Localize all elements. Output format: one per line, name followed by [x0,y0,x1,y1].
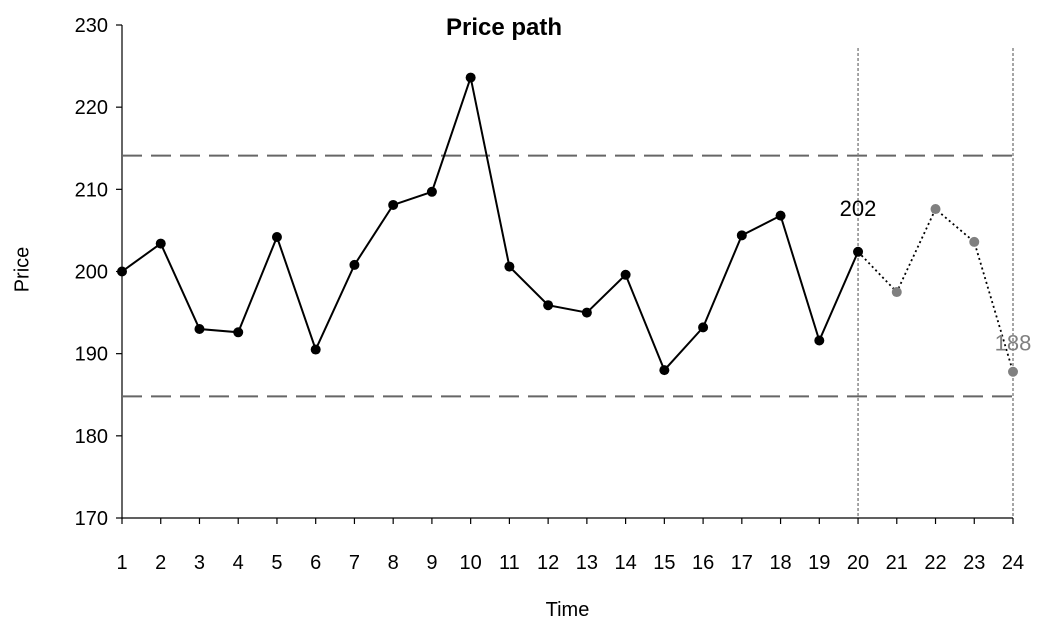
x-tick-label: 10 [460,552,482,574]
y-tick-label: 170 [75,508,108,530]
price-point [349,259,360,270]
forecast-point [1008,366,1018,377]
y-tick-label: 230 [75,15,108,37]
x-tick-label: 3 [194,552,205,574]
data-label: 202 [840,196,877,221]
x-tick-label: 12 [537,552,559,574]
price-point [388,199,399,210]
price-point [271,231,282,242]
x-tick-label: 1 [116,552,127,574]
forecast-point [930,204,941,215]
x-tick-label: 2 [155,552,166,574]
price-point [233,327,244,338]
x-tick-label: 15 [653,552,675,574]
price-point [426,186,437,197]
price-point [465,72,476,83]
x-axis-label: Time [545,599,590,621]
price-point [659,365,670,376]
y-tick-label: 220 [75,97,108,119]
forecast-point [969,236,980,247]
data-label: 188 [995,331,1032,356]
x-tick-label: 11 [499,552,520,574]
x-tick-label: 19 [808,552,830,574]
price-point [620,269,631,280]
y-tick-label: 180 [75,426,108,448]
price-point [775,210,786,221]
x-tick-label: 22 [924,552,946,574]
price-point [698,322,709,333]
price-point [310,344,321,355]
x-tick-label: 23 [963,552,985,574]
x-tick-label: 24 [1002,552,1024,574]
y-tick-label: 210 [75,179,108,201]
price-line [121,73,859,372]
price-point [543,300,554,311]
price-point [581,307,592,318]
chart-title: Price path [445,14,563,41]
price-point [814,335,825,346]
x-tick-label: 4 [233,552,244,574]
y-tick-label: 200 [75,262,108,284]
x-tick-label: 17 [731,552,753,574]
x-tick-label: 8 [388,552,399,574]
price-point [155,238,166,249]
x-tick-label: 13 [576,552,598,574]
x-tick-label: 7 [349,552,360,574]
forecast-point [891,287,902,298]
forecast-line [857,207,1014,373]
x-tick-label: 16 [692,552,714,574]
x-tick-label: 18 [769,552,791,574]
price-point [504,261,515,272]
price-point [194,324,205,335]
x-tick-label: 14 [614,552,636,574]
y-tick-label: 190 [75,344,108,366]
x-tick-label: 9 [426,552,437,574]
x-tick-label: 20 [847,552,869,574]
x-tick-label: 5 [271,552,282,574]
x-tick-label: 21 [886,552,908,574]
price-point [736,230,747,241]
price-point [117,266,127,277]
x-tick-label: 6 [310,552,321,574]
